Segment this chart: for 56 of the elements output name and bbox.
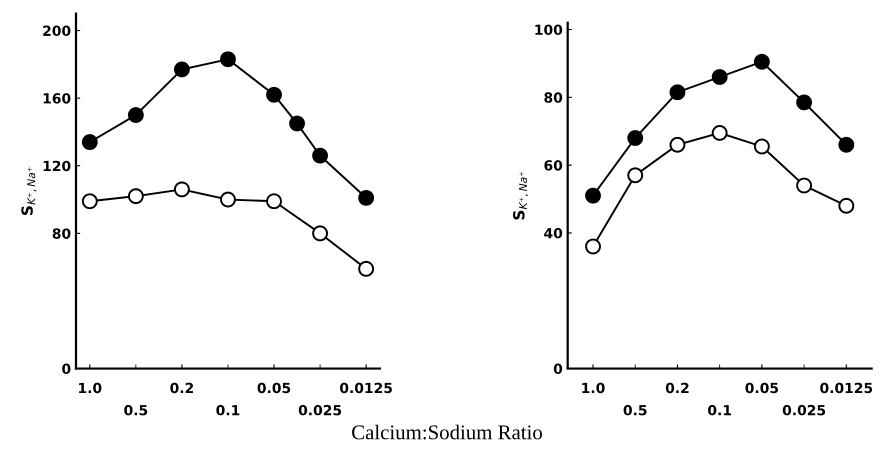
point (712, 69, 728, 85)
y-tick-label: 200 (43, 26, 70, 36)
y-tick-label: 100 (535, 24, 562, 36)
point (796, 178, 812, 194)
x-tick-label: 0.0125 (820, 382, 872, 394)
x-tick-label: 0.1 (708, 404, 732, 416)
y-tick-label: 80 (544, 92, 562, 103)
point (82, 193, 98, 210)
point (220, 51, 236, 68)
point (128, 188, 144, 204)
point (627, 167, 644, 184)
point (174, 62, 190, 78)
point (358, 260, 374, 277)
point (312, 225, 328, 242)
x-tick-label: 0.2 (170, 382, 194, 394)
point (796, 94, 812, 110)
point (266, 193, 282, 210)
point (754, 138, 770, 154)
point (312, 148, 328, 164)
y-tick-label: 40 (544, 228, 562, 238)
point (838, 136, 854, 153)
y-axis-title: S$_{K⁺,Na⁺}$ (513, 172, 528, 220)
point (838, 198, 854, 214)
y-tick-label: 120 (44, 160, 70, 172)
point (174, 181, 190, 198)
y-axis-title: S$_{K⁺,Na⁺}$ (21, 167, 36, 215)
x-tick-label: 0.05 (258, 382, 290, 394)
x-tick-label: 0.2 (666, 382, 689, 394)
x-tick-label: 1.0 (582, 382, 605, 394)
point (220, 192, 236, 208)
point (585, 238, 601, 254)
x-tick-label: 0.025 (782, 404, 826, 416)
point (585, 188, 601, 204)
point (128, 107, 144, 123)
point (670, 84, 686, 100)
point (627, 130, 644, 146)
y-tick-label: 80 (52, 228, 70, 239)
y-tick-label: 0 (554, 364, 562, 374)
point (358, 190, 374, 206)
point (670, 136, 686, 153)
x-tick-label: 1.0 (79, 382, 102, 394)
x-tick-label: 0.05 (745, 382, 778, 394)
x-tick-label: 0.0125 (340, 382, 392, 394)
y-tick-label: 0 (62, 364, 70, 374)
point (82, 134, 98, 150)
point (289, 116, 305, 132)
point (266, 86, 282, 103)
y-tick-label: 60 (544, 160, 562, 171)
point (754, 54, 770, 70)
x-axis-title: Calcium:Sodium Ratio (352, 424, 542, 440)
point (712, 125, 728, 141)
x-tick-label: 0.5 (124, 404, 148, 416)
x-tick-label: 0.025 (298, 404, 342, 416)
x-tick-label: 0.1 (216, 404, 240, 416)
x-tick-label: 0.5 (624, 404, 647, 416)
y-tick-label: 160 (44, 93, 70, 104)
